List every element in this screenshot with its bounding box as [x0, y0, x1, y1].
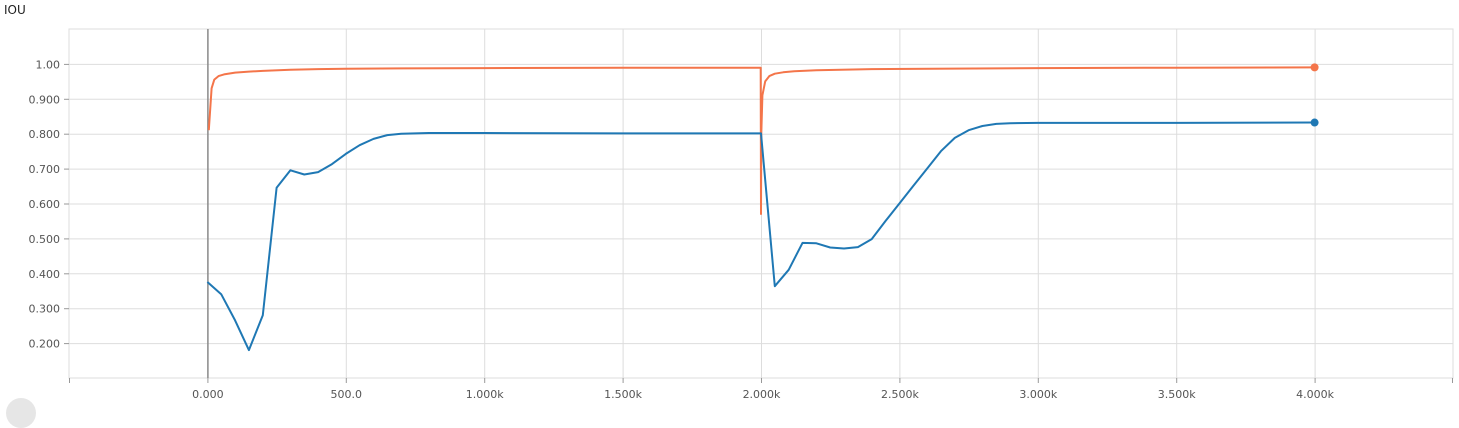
iou-line-chart: 0.200 0.300 0.400 0.500 0.600 0.700 0.800 0.900…	[29, 28, 1454, 401]
x-tick-label: 500.0	[331, 388, 363, 401]
x-tick-label: 3.000k	[1019, 388, 1057, 401]
y-tick-label: 0.200	[29, 338, 61, 351]
y-tick-label: 0.300	[29, 303, 61, 316]
y-tick-label: 0.400	[29, 268, 61, 281]
x-tick-label: 0.000	[192, 388, 224, 401]
y-tick-label: 1.00	[36, 58, 61, 71]
x-tick-label: 3.500k	[1158, 388, 1196, 401]
x-tick-label: 1.000k	[466, 388, 504, 401]
x-tick-label: 2.000k	[743, 388, 781, 401]
series-line-1	[207, 66, 1315, 215]
x-tick-label: 1.500k	[604, 388, 642, 401]
x-tick-label: 4.000k	[1296, 388, 1334, 401]
series-endpoint-1	[1310, 63, 1319, 72]
series-line-2	[206, 121, 1315, 352]
x-tick-label: 2.500k	[881, 388, 919, 401]
y-tick-label: 0.900	[29, 93, 61, 106]
chart-title: IOU	[4, 3, 26, 17]
y-tick-label: 0.500	[29, 233, 61, 246]
series-endpoint-2	[1310, 118, 1319, 127]
settings-toggle[interactable]	[6, 398, 36, 428]
y-tick-label: 0.600	[29, 198, 61, 211]
y-tick-label: 0.700	[29, 163, 61, 176]
y-tick-label: 0.800	[29, 128, 61, 141]
